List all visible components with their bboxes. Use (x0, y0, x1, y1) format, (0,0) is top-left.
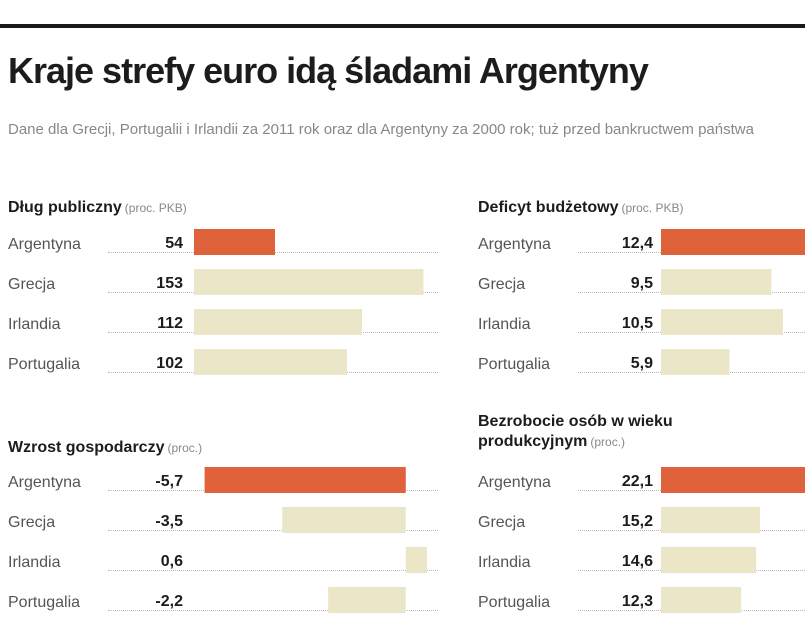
value-label: 12,4 (621, 235, 653, 252)
page-title: Kraje strefy euro idą śladami Argentyny (8, 50, 649, 91)
panel-unit: (proc.) (590, 435, 626, 449)
bar-argentyna (661, 467, 805, 493)
page-subtitle: Dane dla Grecji, Portugalii i Irlandii z… (8, 121, 754, 138)
value-label: 9,5 (630, 275, 653, 292)
panel-title: Wzrost gospodarczy (8, 439, 165, 456)
bar-irlandia (661, 547, 757, 573)
panel-unit: (proc.) (167, 441, 203, 455)
category-label: Grecja (478, 276, 526, 293)
leader-dots (108, 610, 438, 611)
value-label: 102 (156, 355, 183, 372)
panel-unemployment: Bezrobocie osób w wieku produkcyjnym (pro… (478, 412, 805, 618)
bar-portugalia (328, 587, 406, 613)
category-label: Argentyna (8, 236, 81, 253)
row-irlandia: Irlandia 0,6 (8, 544, 438, 584)
leader-dots (108, 570, 438, 571)
category-label: Portugalia (8, 356, 81, 373)
row-portugalia: Portugalia 5,9 (478, 346, 805, 386)
category-label: Irlandia (8, 316, 61, 333)
bar-argentyna (194, 229, 275, 255)
bar-chart (661, 229, 805, 375)
panel-title: Bezrobocie osób w wieku produkcyjnym (478, 413, 673, 450)
panel-heading: Deficyt budżetowy (proc. PKB) (478, 198, 805, 218)
bar-portugalia (194, 349, 347, 375)
bar-irlandia (405, 547, 427, 573)
category-label: Portugalia (8, 594, 81, 611)
panel-heading: Dług publiczny (proc. PKB) (8, 198, 388, 218)
leader-dots (108, 530, 438, 531)
value-label: 0,6 (160, 553, 183, 570)
top-rule (0, 24, 805, 28)
panel-unit: (proc. PKB) (621, 201, 684, 215)
bar-portugalia (661, 349, 730, 375)
value-label: 22,1 (621, 473, 653, 490)
category-label: Grecja (8, 514, 56, 531)
bar-chart (661, 467, 805, 613)
category-label: Argentyna (8, 474, 81, 491)
category-label: Grecja (478, 514, 526, 531)
category-label: Irlandia (8, 554, 61, 571)
category-label: Argentyna (478, 236, 551, 253)
row-grecja: Grecja -3,5 (8, 504, 438, 544)
panel-heading: Wzrost gospodarczy (proc.) (8, 438, 388, 458)
value-label: 153 (156, 275, 183, 292)
bar-chart (204, 467, 427, 613)
category-label: Irlandia (478, 554, 531, 571)
bar-irlandia (194, 309, 362, 335)
panel-budget-deficit: Deficyt budżetowy (proc. PKB) Argentyna 12… (478, 198, 805, 388)
category-label: Argentyna (478, 474, 551, 491)
category-label: Grecja (8, 276, 56, 293)
bar-argentyna (661, 229, 805, 255)
bar-irlandia (661, 309, 783, 335)
bar-chart (194, 229, 424, 375)
panel-heading: Bezrobocie osób w wieku produkcyjnym (pro… (478, 412, 778, 452)
category-label: Portugalia (478, 356, 551, 373)
bar-argentyna (204, 467, 406, 493)
value-label: 15,2 (621, 513, 653, 530)
bar-grecja (282, 507, 406, 533)
value-label: 12,3 (621, 593, 653, 610)
value-label: -5,7 (155, 473, 183, 490)
panel-unit: (proc. PKB) (124, 201, 187, 215)
value-label: 10,5 (621, 315, 653, 332)
value-label: 112 (157, 315, 183, 332)
value-label: 14,6 (621, 553, 653, 570)
panel-economic-growth: Wzrost gospodarczy (proc.) Argentyna -5,7 G… (8, 438, 438, 618)
bar-grecja (661, 507, 761, 533)
value-label: 54 (165, 235, 183, 252)
panel-public-debt: Dług publiczny (proc. PKB) Argentyna 54 Gre… (8, 198, 438, 388)
value-label: -2,2 (155, 593, 183, 610)
category-label: Portugalia (478, 594, 551, 611)
row-portugalia: Portugalia -2,2 (8, 584, 438, 624)
bar-grecja (194, 269, 424, 295)
panel-title: Deficyt budżetowy (478, 199, 619, 216)
bar-grecja (661, 269, 772, 295)
value-label: 5,9 (630, 355, 653, 372)
category-label: Irlandia (478, 316, 531, 333)
bar-portugalia (661, 587, 742, 613)
value-label: -3,5 (155, 513, 183, 530)
panel-title: Dług publiczny (8, 199, 122, 216)
